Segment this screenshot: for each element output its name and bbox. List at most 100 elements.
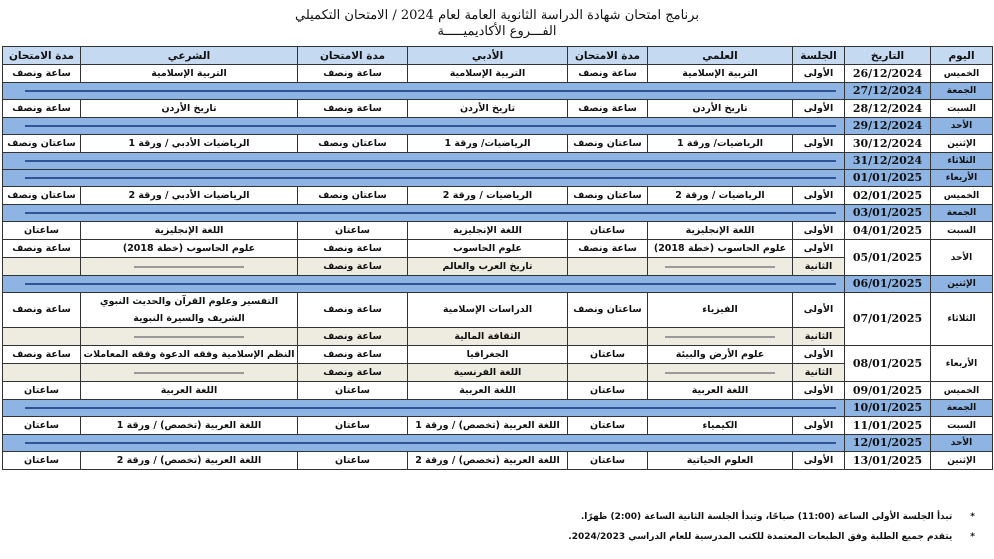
sharia-subject (80, 327, 298, 346)
header-date: التاريخ (844, 46, 931, 65)
sharia-duration: ساعتان (2, 221, 81, 240)
table-row: الإثنين 13/01/2025 الأولى العلوم الحياتية سا… (2, 451, 993, 470)
scientific-subject: علوم الحاسوب (خطة 2018) (647, 239, 793, 258)
sharia-duration: ساعتان ونصف (2, 186, 81, 205)
document-title: برنامج امتحان شهادة الدراسة الثانوية الع… (0, 8, 994, 40)
scientific-duration: ساعة ونصف (567, 99, 648, 118)
dash-line (134, 371, 244, 374)
session-cell: الأولى (792, 239, 845, 258)
session-cell: الأولى (792, 99, 845, 118)
scientific-subject: الفيزياء (647, 292, 793, 328)
scientific-subject (647, 327, 793, 346)
holiday-row: الجمعة 03/01/2025 (2, 204, 993, 222)
day-cell: الخميس (930, 64, 993, 83)
scientific-subject (647, 363, 793, 382)
scientific-duration: ساعتان (567, 451, 648, 470)
session-cell: الثانية (792, 327, 845, 346)
holiday-row: الإثنين 06/01/2025 (2, 275, 993, 293)
scientific-duration: ساعة ونصف (567, 239, 648, 258)
sharia-subject: التفسير وعلوم القرآن والحديث النبوي الشر… (80, 292, 298, 328)
scientific-subject: الرياضيات / ورقة 2 (647, 186, 793, 205)
no-exam-cell (2, 399, 845, 417)
session-cell: الأولى (792, 186, 845, 205)
table-row: الثانية تاريخ العرب والعالم ساعة ونصف (2, 257, 993, 276)
table-row: الإثنين 30/12/2024 الأولى الرياضيات/ ورقة 1… (2, 134, 993, 153)
date-cell: 26/12/2024 (844, 64, 931, 83)
date-cell: 08/01/2025 (844, 345, 931, 382)
literary-subject: الرياضيات/ ورقة 1 (407, 134, 568, 153)
note-2: *يتقدم جميع الطلبة وفق الطبعات المعتمدة … (568, 532, 975, 542)
dash-line (665, 335, 775, 338)
no-exam-line (25, 283, 836, 285)
table-row: الأحد 05/01/2025 الأولى علوم الحاسوب (خطة 2… (2, 239, 993, 276)
header-session: الجلسة (792, 46, 845, 65)
sharia-duration: ساعتان (2, 451, 81, 470)
header-day: اليوم (930, 46, 993, 65)
literary-duration: ساعتان (297, 221, 408, 240)
header-scientific: العلمي (647, 46, 793, 65)
no-exam-line (25, 177, 836, 179)
scientific-duration: ساعتان (567, 381, 648, 400)
sharia-duration: ساعتان ونصف (2, 134, 81, 153)
scientific-duration (567, 327, 648, 346)
date-cell: 09/01/2025 (844, 381, 931, 400)
no-exam-line (25, 407, 836, 409)
sharia-duration: ساعة ونصف (2, 292, 81, 328)
date-cell: 30/12/2024 (844, 134, 931, 153)
day-cell: الإثنين (930, 275, 993, 293)
scientific-duration: ساعتان (567, 221, 648, 240)
no-exam-cell (2, 169, 845, 187)
scientific-duration (567, 257, 648, 276)
no-exam-cell (2, 434, 845, 452)
sharia-subject: اللغة العربية (80, 381, 298, 400)
literary-duration: ساعة ونصف (297, 363, 408, 382)
table-row: السبت 28/12/2024 الأولى تاريخ الأردن ساعة ون… (2, 99, 993, 118)
day-cell: الأحد (930, 239, 993, 276)
table-row: الثانية اللغة الفرنسية ساعة ونصف (2, 363, 993, 382)
sharia-duration: ساعتان (2, 416, 81, 435)
day-cell: الأحد (930, 434, 993, 452)
scientific-duration: ساعة ونصف (567, 64, 648, 83)
day-cell: السبت (930, 416, 993, 435)
holiday-row: الجمعة 27/12/2024 (2, 82, 993, 100)
holiday-row: الأحد 29/12/2024 (2, 117, 993, 135)
sharia-subject: اللغة العربية (تخصص) / ورقة 1 (80, 416, 298, 435)
header-literary: الأدبي (407, 46, 568, 65)
day-cell: الخميس (930, 186, 993, 205)
scientific-subject: تاريخ الأردن (647, 99, 793, 118)
table-row: السبت 04/01/2025 الأولى اللغة الإنجليزية ساع… (2, 221, 993, 240)
literary-subject: اللغة العربية (تخصص) / ورقة 1 (407, 416, 568, 435)
no-exam-line (25, 160, 836, 162)
literary-duration: ساعتان ونصف (297, 134, 408, 153)
date-cell: 13/01/2025 (844, 451, 931, 470)
title-line-2: الفـــروع الأكاديميـــــة (437, 24, 557, 39)
date-cell: 28/12/2024 (844, 99, 931, 118)
header-sharia: الشرعي (80, 46, 298, 65)
no-exam-cell (2, 82, 845, 100)
date-cell: 07/01/2025 (844, 292, 931, 346)
literary-subject: اللغة العربية (تخصص) / ورقة 2 (407, 451, 568, 470)
no-exam-line (25, 90, 836, 92)
literary-subject: اللغة الإنجليزية (407, 221, 568, 240)
date-cell: 31/12/2024 (844, 152, 931, 170)
literary-duration: ساعتان ونصف (297, 186, 408, 205)
session-cell: الأولى (792, 134, 845, 153)
literary-subject: التربية الإسلامية (407, 64, 568, 83)
literary-duration: ساعة ونصف (297, 345, 408, 364)
sharia-subject: تاريخ الأردن (80, 99, 298, 118)
literary-subject: تاريخ العرب والعالم (407, 257, 568, 276)
no-exam-line (25, 212, 836, 214)
exam-schedule-table: اليوم التاريخ الجلسة العلمي مدة الامتحان… (2, 46, 993, 470)
scientific-duration: ساعتان ونصف (567, 292, 648, 328)
sharia-duration (2, 257, 81, 276)
sharia-subject: النظم الإسلامية وفقه الدعوة وفقه المعامل… (80, 345, 298, 364)
literary-subject: الثقافة المالية (407, 327, 568, 346)
no-exam-line (25, 125, 836, 127)
literary-duration: ساعة ونصف (297, 327, 408, 346)
holiday-row: الثلاثاء 31/12/2024 (2, 152, 993, 170)
sharia-subject: اللغة الإنجليزية (80, 221, 298, 240)
date-cell: 01/01/2025 (844, 169, 931, 187)
literary-duration: ساعة ونصف (297, 99, 408, 118)
scientific-subject: العلوم الحياتية (647, 451, 793, 470)
literary-subject: الدراسات الإسلامية (407, 292, 568, 328)
